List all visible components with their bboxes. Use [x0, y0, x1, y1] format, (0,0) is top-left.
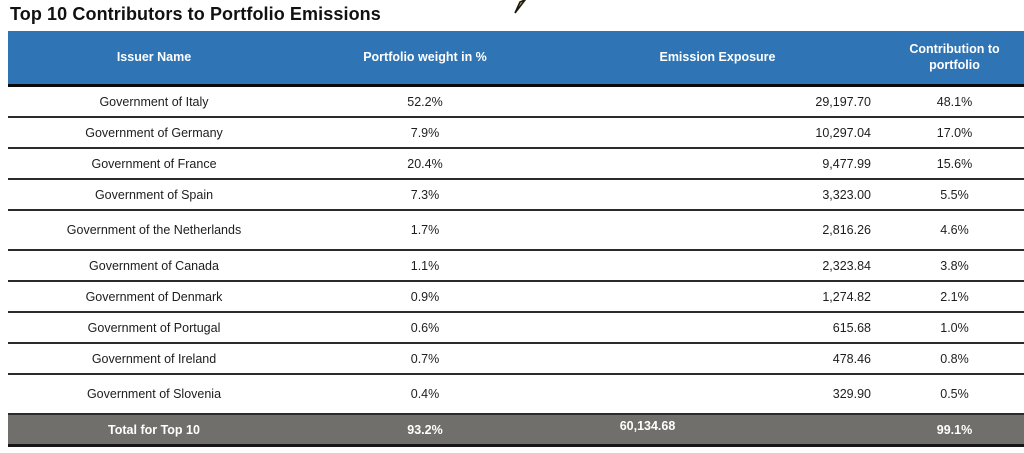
total-contribution: 99.1% — [936, 422, 973, 437]
issuer-name: Government of Canada — [89, 258, 219, 273]
table-row: Government of Canada 1.1% 2,323.84 3.8% — [8, 251, 1024, 282]
column-header-weight: Portfolio weight in % — [363, 49, 487, 64]
table-row: Government of Italy 52.2% 29,197.70 48.1… — [8, 87, 1024, 118]
emission-exposure: 2,816.26 — [822, 223, 871, 237]
table-row: Government of Spain 7.3% 3,323.00 5.5% — [8, 180, 1024, 211]
portfolio-weight: 0.6% — [410, 320, 440, 335]
table-header-row: Issuer Name Portfolio weight in % Emissi… — [8, 31, 1024, 87]
issuer-name: Government of Spain — [94, 187, 214, 202]
table-row: Government of France 20.4% 9,477.99 15.6… — [8, 149, 1024, 180]
table-row: Government of Ireland 0.7% 478.46 0.8% — [8, 344, 1024, 375]
contribution-value: 0.5% — [940, 387, 969, 401]
emission-exposure: 3,323.00 — [822, 187, 871, 202]
contribution-value: 3.8% — [940, 258, 969, 273]
portfolio-weight: 0.9% — [410, 289, 440, 304]
contribution-value: 1.0% — [940, 320, 969, 335]
page-title: Top 10 Contributors to Portfolio Emissio… — [10, 4, 381, 24]
total-emission-exposure: 60,134.68 — [619, 418, 676, 433]
issuer-name: Government of Ireland — [91, 351, 217, 366]
table-row: Government of the Netherlands 1.7% 2,816… — [8, 211, 1024, 251]
contribution-value: 5.5% — [940, 187, 969, 202]
contribution-value: 48.1% — [936, 94, 973, 109]
issuer-name: Government of Slovenia — [86, 387, 222, 401]
issuer-name: Government of France — [91, 156, 217, 171]
portfolio-weight: 0.7% — [410, 351, 440, 366]
issuer-name: Government of Italy — [99, 94, 209, 109]
portfolio-weight: 7.3% — [410, 187, 440, 202]
column-header-issuer: Issuer Name — [116, 49, 192, 64]
column-header-emission: Emission Exposure — [659, 49, 776, 64]
contribution-value: 15.6% — [936, 156, 973, 171]
portfolio-weight: 7.9% — [410, 125, 440, 140]
portfolio-weight: 20.4% — [407, 156, 443, 171]
emission-exposure: 9,477.99 — [822, 156, 871, 171]
total-portfolio-weight: 93.2% — [407, 422, 443, 437]
emission-exposure: 329.90 — [832, 387, 871, 401]
contribution-value: 4.6% — [940, 223, 969, 237]
table-total-row: Total for Top 10 93.2% 60,134.68 99.1% — [8, 415, 1024, 447]
portfolio-weight: 52.2% — [407, 94, 443, 109]
issuer-name: Government of Denmark — [85, 289, 223, 304]
contribution-value: 17.0% — [936, 125, 973, 140]
table-row: Government of Germany 7.9% 10,297.04 17.… — [8, 118, 1024, 149]
table-row: Government of Portugal 0.6% 615.68 1.0% — [8, 313, 1024, 344]
emission-exposure: 1,274.82 — [822, 289, 871, 304]
emission-exposure: 2,323.84 — [822, 258, 871, 273]
table-row: Government of Denmark 0.9% 1,274.82 2.1% — [8, 282, 1024, 313]
contribution-value: 2.1% — [940, 289, 969, 304]
portfolio-weight: 0.4% — [410, 387, 440, 401]
portfolio-weight: 1.7% — [410, 223, 440, 237]
emission-exposure: 29,197.70 — [815, 94, 871, 109]
total-label: Total for Top 10 — [108, 422, 200, 437]
issuer-name: Government of the Netherlands — [66, 223, 242, 237]
portfolio-weight: 1.1% — [410, 258, 440, 273]
emission-exposure: 615.68 — [832, 320, 871, 335]
issuer-name: Government of Portugal — [87, 320, 221, 335]
pen-tip-mark — [514, 0, 527, 14]
column-header-contribution: Contribution to portfolio — [909, 41, 1000, 72]
contribution-value: 0.8% — [940, 351, 969, 366]
emission-exposure: 478.46 — [832, 351, 871, 366]
table-row: Government of Slovenia 0.4% 329.90 0.5% — [8, 375, 1024, 415]
emission-exposure: 10,297.04 — [815, 125, 871, 140]
issuer-name: Government of Germany — [85, 125, 223, 140]
emissions-table: Issuer Name Portfolio weight in % Emissi… — [8, 31, 1024, 447]
